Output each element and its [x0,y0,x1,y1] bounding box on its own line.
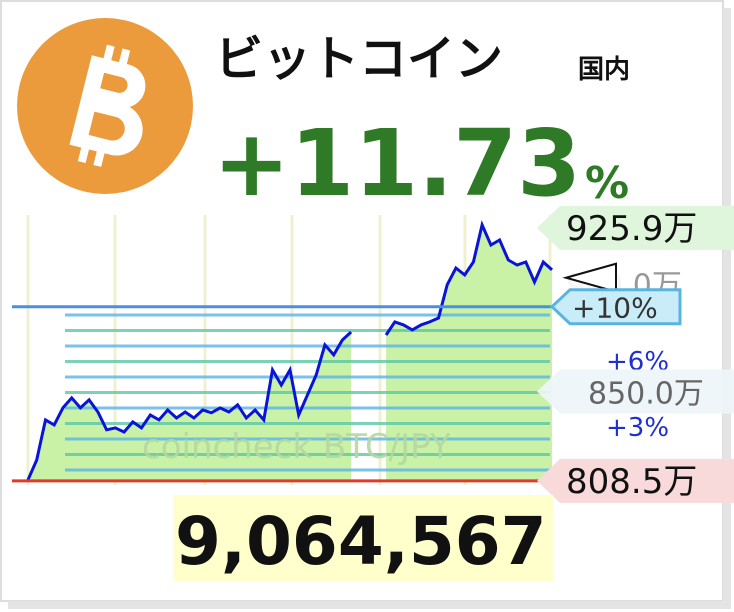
shadow [8,601,731,609]
area [386,224,552,481]
title: ビットコイン [215,31,503,87]
price-flag [537,205,734,250]
price-flag [537,458,734,503]
price-line [384,220,554,336]
shadow [723,8,731,606]
price-label: 808.5万 [566,462,697,502]
level-flag [549,288,682,326]
price-flag [537,369,734,414]
level-label: +3% [606,413,669,443]
price-label: 850.0万 [588,376,704,411]
price-line [26,330,353,481]
price: 9,064,567 [175,503,547,580]
level-label: +10% [572,292,658,325]
region: 国内 [578,55,630,85]
change: +11.73 [213,110,581,217]
price-label: 925.9万 [566,209,697,249]
change-unit: % [585,158,629,209]
marker-arrow [562,262,617,294]
watermark: coincheck BTC/JPY [142,427,451,467]
plot: coincheck BTC/JPY [26,220,554,481]
price-box [173,495,553,581]
area [28,332,352,481]
bitcoin-logo [17,18,193,194]
